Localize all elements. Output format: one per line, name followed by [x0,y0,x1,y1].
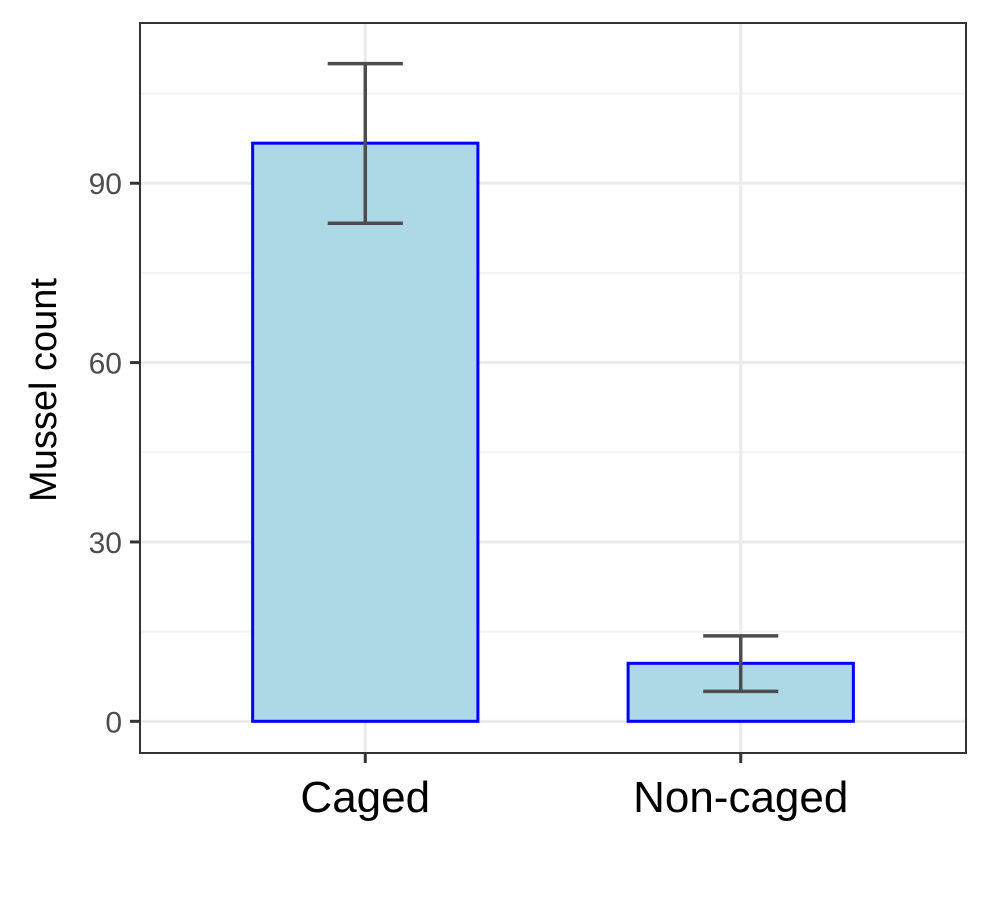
error-bar-caged [327,61,403,226]
panel-border [139,22,967,754]
y-tick-label: 0 [105,706,122,739]
bars [251,141,855,723]
error-bar-non-caged [703,634,779,694]
bar-caged [251,141,480,723]
y-axis-title: Mussel count [23,278,65,502]
y-tick-label: 90 [89,168,122,201]
error-bars [327,61,779,694]
axes: 0 30 60 90 Caged Non-caged [89,168,849,822]
x-tick-label: Non-caged [633,773,848,822]
x-tick-label: Caged [300,773,430,822]
y-tick-label: 60 [89,348,122,381]
y-tick-label: 30 [89,527,122,560]
